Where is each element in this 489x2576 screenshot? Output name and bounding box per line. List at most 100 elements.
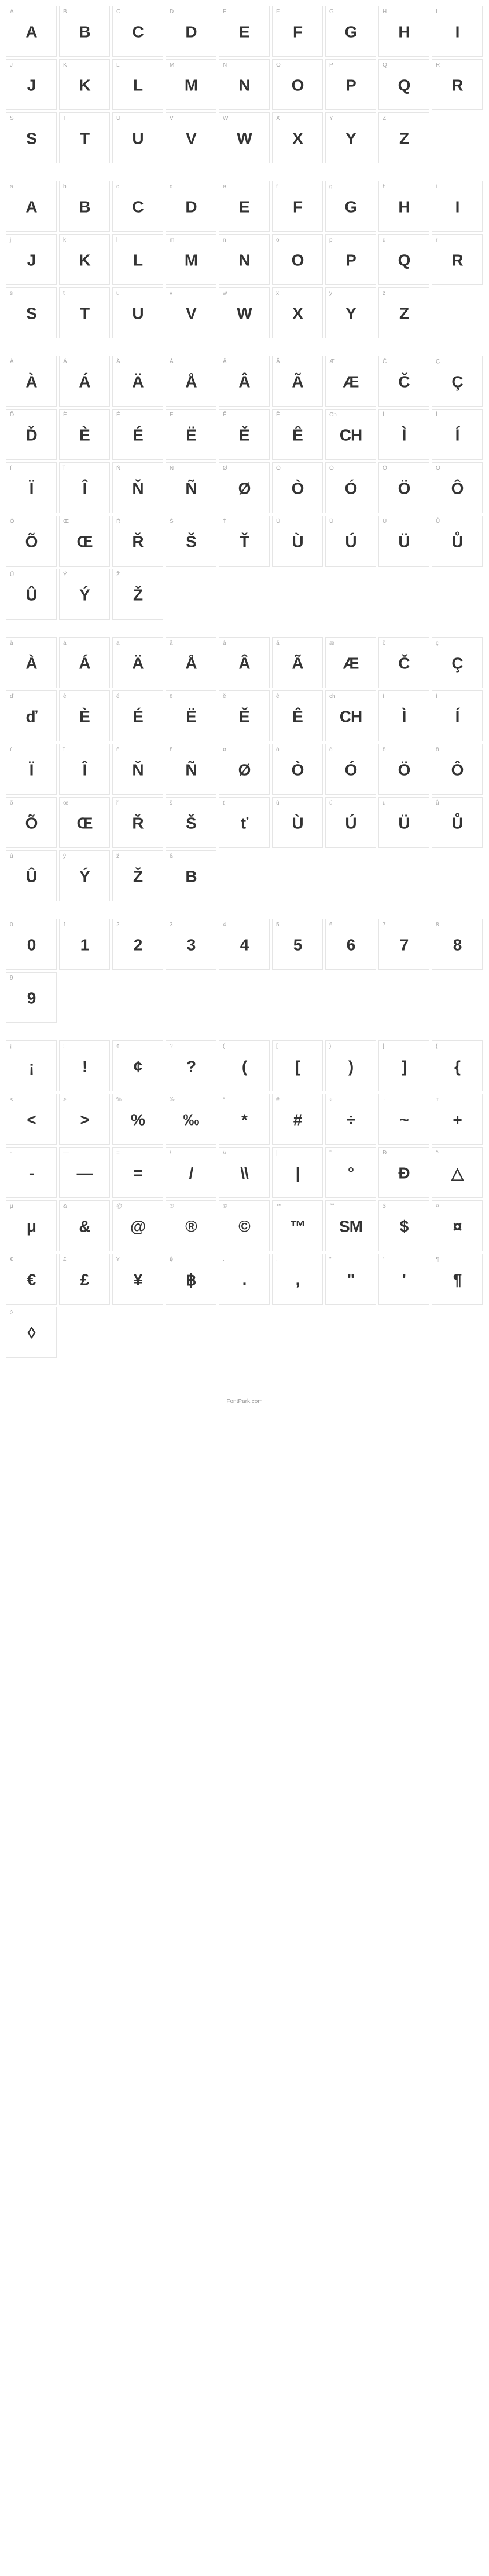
glyph-display: Ô <box>451 761 464 780</box>
glyph-label: É <box>116 412 120 418</box>
glyph-display: Ç <box>451 655 462 673</box>
section-accented-uppercase: ÀÀÁÁÄÄÅÅÂÂÃÃÆÆČČÇÇĎĎÈÈÉÉËËĚĚÊÊChCHÌÌÍÍÏÏ… <box>6 356 483 620</box>
glyph-display: Ì <box>402 426 406 445</box>
glyph-display: R <box>451 76 462 95</box>
glyph-cell: ěĚ <box>219 690 270 741</box>
glyph-display: T <box>80 305 89 323</box>
glyph-display: À <box>25 655 36 673</box>
glyph-cell: SS <box>6 112 57 163</box>
glyph-label: ê <box>276 693 280 700</box>
glyph-display: ¶ <box>453 1271 462 1289</box>
glyph-display: É <box>133 708 143 726</box>
glyph-display: K <box>79 251 90 270</box>
glyph-label: ß <box>170 853 173 860</box>
glyph-cell: ýÝ <box>59 850 110 901</box>
glyph-label: G <box>329 9 334 15</box>
glyph-label: Q <box>383 62 387 68</box>
glyph-cell: MM <box>166 59 216 110</box>
glyph-display: S <box>26 130 36 148</box>
glyph-label: õ <box>10 800 13 806</box>
glyph-cell: ## <box>272 1094 323 1145</box>
glyph-display: ( <box>242 1058 247 1076</box>
glyph-cell: ++ <box>432 1094 483 1145</box>
glyph-label: Ť <box>223 518 226 525</box>
glyph-display: N <box>238 76 249 95</box>
glyph-cell: tT <box>59 287 110 338</box>
glyph-cell: °° <box>325 1147 376 1198</box>
glyph-display: À <box>25 373 36 392</box>
glyph-cell: ÜÜ <box>378 516 429 567</box>
glyph-label: À <box>10 359 14 365</box>
glyph-cell: šŠ <box>166 797 216 848</box>
glyph-label: ó <box>329 747 333 753</box>
glyph-cell: eE <box>219 181 270 232</box>
glyph-cell: êÊ <box>272 690 323 741</box>
glyph-label: ď <box>10 693 13 700</box>
glyph-label: ö <box>383 747 386 753</box>
glyph-label: è <box>63 693 67 700</box>
glyph-cell: 33 <box>166 919 216 970</box>
glyph-display: Ž <box>133 586 142 605</box>
glyph-label: ý <box>63 853 66 860</box>
glyph-label: s <box>10 290 13 297</box>
glyph-display: C <box>132 23 143 42</box>
glyph-label: Ě <box>223 412 227 418</box>
glyph-display: D <box>185 198 196 217</box>
glyph-label: | <box>276 1150 278 1156</box>
glyph-display: Î <box>83 761 87 780</box>
glyph-label: r <box>436 237 437 243</box>
glyph-label: Â <box>223 359 227 365</box>
glyph-cell: ÐÐ <box>378 1147 429 1198</box>
glyph-display: Q <box>398 251 410 270</box>
glyph-cell: ØØ <box>219 462 270 513</box>
glyph-cell: øØ <box>219 744 270 795</box>
glyph-display: Ď <box>25 426 36 445</box>
glyph-display: Ř <box>132 533 143 551</box>
glyph-cell: 11 <box>59 919 110 970</box>
glyph-cell: rR <box>432 234 483 285</box>
glyph-display: F <box>293 198 302 217</box>
glyph-cell: ÒÒ <box>272 462 323 513</box>
glyph-display: % <box>131 1111 145 1130</box>
glyph-cell: TT <box>59 112 110 163</box>
glyph-label: p <box>329 237 333 243</box>
glyph-cell: !! <box>59 1040 110 1091</box>
glyph-cell: (( <box>219 1040 270 1091</box>
glyph-label: ℠ <box>329 1203 335 1210</box>
glyph-label: 8 <box>436 922 439 928</box>
glyph-display: Ö <box>398 761 410 780</box>
glyph-label: i <box>436 184 437 190</box>
glyph-label: ã <box>276 640 280 646</box>
glyph-cell: iI <box>432 181 483 232</box>
glyph-label: ¡ <box>10 1043 12 1050</box>
glyph-display: SM <box>339 1218 362 1236</box>
glyph-cell: kK <box>59 234 110 285</box>
glyph-cell: óÓ <box>325 744 376 795</box>
glyph-cell: ßB <box>166 850 216 901</box>
glyph-display: Ö <box>398 480 410 498</box>
glyph-label: 6 <box>329 922 333 928</box>
glyph-display: Û <box>25 586 36 605</box>
glyph-label: È <box>63 412 67 418</box>
glyph-label: d <box>170 184 173 190</box>
glyph-label: / <box>170 1150 171 1156</box>
glyph-cell: âÂ <box>219 637 270 688</box>
glyph-label: ◊ <box>10 1310 13 1316</box>
glyph-display: Ã <box>292 655 303 673</box>
glyph-cell: äÄ <box>112 637 163 688</box>
glyph-label: m <box>170 237 174 243</box>
glyph-display: L <box>133 76 142 95</box>
glyph-cell: ÁÁ <box>59 356 110 407</box>
glyph-display: Å <box>185 373 196 392</box>
glyph-cell: ŇŇ <box>112 462 163 513</box>
glyph-display: 5 <box>293 936 302 955</box>
glyph-cell: "" <box>325 1254 376 1305</box>
glyph-cell: {{ <box>432 1040 483 1091</box>
glyph-label: ) <box>329 1043 331 1050</box>
glyph-cell: wW <box>219 287 270 338</box>
glyph-label: ù <box>276 800 280 806</box>
glyph-cell: ŽŽ <box>112 569 163 620</box>
glyph-label: â <box>223 640 226 646</box>
glyph-display: CH <box>340 426 362 445</box>
glyph-cell: fF <box>272 181 323 232</box>
